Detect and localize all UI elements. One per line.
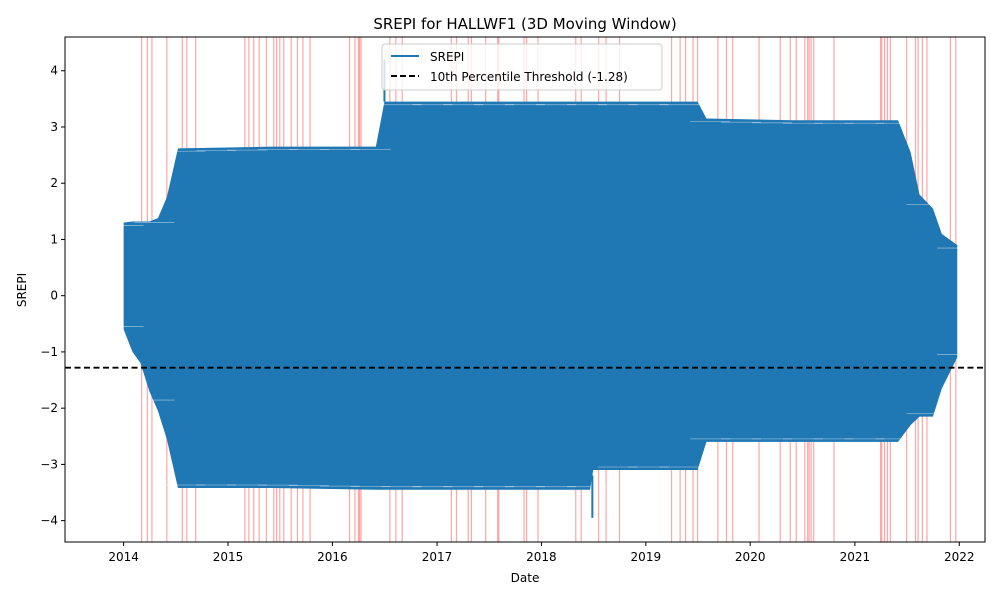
y-tick-label-5: 1 [50,232,58,246]
y-tick-label-0: −4 [40,514,58,528]
y-tick-label-2: −2 [40,401,58,415]
y-tick-label-1: −3 [40,457,58,471]
legend-label-srepi: SREPI [430,50,464,64]
x-tick-label-2018: 2018 [526,550,557,564]
legend: SREPI 10th Percentile Threshold (-1.28) [381,43,663,91]
x-tick-label-2015: 2015 [213,550,244,564]
legend-label-threshold: 10th Percentile Threshold (-1.28) [430,70,628,84]
x-tick-label-2016: 2016 [317,550,348,564]
x-tick-label-2022: 2022 [944,550,975,564]
x-tick-label-2021: 2021 [840,550,871,564]
y-tick-label-7: 3 [50,120,58,134]
chart-title: SREPI for HALLWF1 (3D Moving Window) [373,15,676,33]
tick-labels: 2014 2015 2016 2017 2018 2019 2020 2021 2022−4−3… [40,64,974,564]
series-band [123,101,958,490]
legend-box [381,43,663,91]
x-axis-label: Date [511,571,540,585]
y-tick-label-4: 0 [50,289,58,303]
y-axis-label: SREPI [15,273,29,307]
x-tick-label-2019: 2019 [631,550,662,564]
y-tick-label-3: −1 [40,345,58,359]
x-tick-label-2020: 2020 [735,550,766,564]
x-tick-label-2017: 2017 [422,550,453,564]
x-tick-label-2014: 2014 [108,550,139,564]
plot-frame [64,36,986,543]
y-tick-label-6: 2 [50,176,58,190]
axes [64,36,986,543]
srepi-series [103,59,978,518]
y-tick-label-8: 4 [50,64,58,78]
